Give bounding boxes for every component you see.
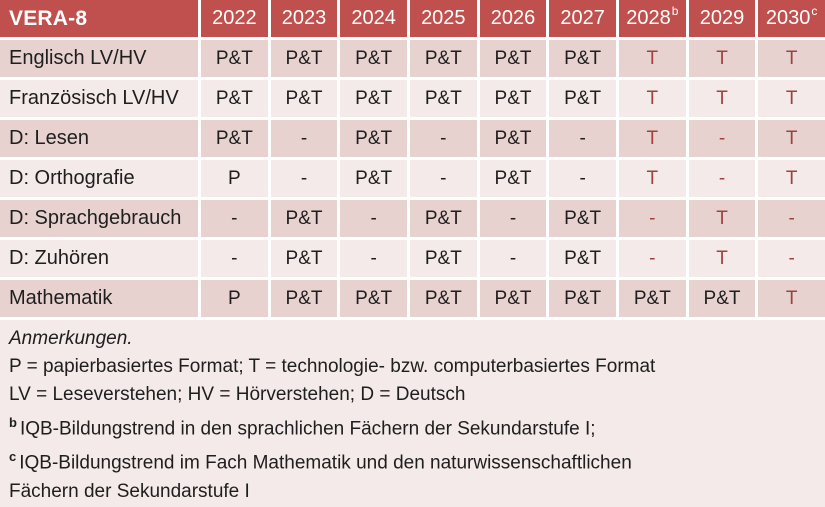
year-superscript: c <box>811 4 818 18</box>
table-cell: T <box>758 120 825 157</box>
table-cell: P&T <box>270 240 338 277</box>
table-cell: - <box>201 200 268 237</box>
year-superscript: b <box>671 4 679 18</box>
table-cell: P&T <box>270 80 338 117</box>
notes-heading: Anmerkungen. <box>9 328 133 349</box>
table-cell: T <box>688 200 756 237</box>
table-cell: T <box>758 80 825 117</box>
year-header-2030: 2030 c <box>758 0 825 37</box>
table-cell: P&T <box>549 240 616 277</box>
table-cell: P&T <box>479 160 547 197</box>
note-format-legend: P = papierbasiertes Format; T = technolo… <box>9 356 656 377</box>
table-cell: T <box>688 80 756 117</box>
table-notes: Anmerkungen. P = papierbasiertes Format;… <box>0 320 825 507</box>
note-abbreviation-legend: LV = Leseverstehen; HV = Hörverstehen; D… <box>9 384 466 405</box>
table-cell: - <box>270 120 338 157</box>
table-cell: - <box>409 120 477 157</box>
row-label: D: Sprachgebrauch <box>0 200 198 237</box>
table-cell: P&T <box>618 280 686 317</box>
table-cell: P <box>201 160 268 197</box>
table-cell: T <box>688 240 756 277</box>
year-header-2028: 2028 b <box>618 0 686 37</box>
table-cell: P&T <box>479 40 547 77</box>
table-cell: - <box>270 160 338 197</box>
year-header-2022: 2022 <box>201 0 268 37</box>
row-label: Englisch LV/HV <box>0 40 198 77</box>
year-header-2026: 2026 <box>479 0 547 37</box>
note-b-text: IQB-Bildungstrend in den sprachlichen Fä… <box>19 418 596 440</box>
table-cell: P&T <box>409 80 477 117</box>
table-cell: P&T <box>201 80 268 117</box>
table-cell: P&T <box>340 280 407 317</box>
table-cell: T <box>618 40 686 77</box>
table-cell: - <box>758 200 825 237</box>
table-title: VERA-8 <box>0 0 198 37</box>
table-cell: T <box>618 120 686 157</box>
note-b: b IQB-Bildungstrend in den sprachlichen F… <box>9 409 816 443</box>
table-cell: - <box>549 120 616 157</box>
table-cell: - <box>479 240 547 277</box>
table-cell: - <box>340 240 407 277</box>
note-c-text: IQB-Bildungstrend im Fach Mathematik und… <box>9 452 632 502</box>
table-cell: - <box>618 200 686 237</box>
year-header-2027: 2027 <box>549 0 616 37</box>
table-cell: P <box>201 280 268 317</box>
table-cell: P&T <box>409 200 477 237</box>
table-cell: P&T <box>340 80 407 117</box>
table-cell: P&T <box>549 80 616 117</box>
table-cell: - <box>340 200 407 237</box>
year-header-2025: 2025 <box>409 0 477 37</box>
table-cell: T <box>618 160 686 197</box>
table-cell: T <box>758 280 825 317</box>
row-label: Mathematik <box>0 280 198 317</box>
table-cell: - <box>201 240 268 277</box>
row-label: D: Zuhören <box>0 240 198 277</box>
row-label: D: Lesen <box>0 120 198 157</box>
table-cell: - <box>479 200 547 237</box>
table-cell: P&T <box>549 40 616 77</box>
table-cell: P&T <box>479 80 547 117</box>
table-cell: P&T <box>549 200 616 237</box>
table-cell: T <box>618 80 686 117</box>
table-cell: P&T <box>409 40 477 77</box>
table-cell: P&T <box>340 40 407 77</box>
table-cell: T <box>758 160 825 197</box>
table-cell: P&T <box>340 160 407 197</box>
table-cell: P&T <box>688 280 756 317</box>
table-cell: P&T <box>201 120 268 157</box>
table-cell: P&T <box>201 40 268 77</box>
table-cell: P&T <box>479 280 547 317</box>
table-cell: P&T <box>270 200 338 237</box>
note-c-superscript: c <box>9 449 17 465</box>
table-cell: P&T <box>549 280 616 317</box>
table-cell: P&T <box>270 280 338 317</box>
table-cell: - <box>758 240 825 277</box>
table-cell: - <box>618 240 686 277</box>
table-cell: - <box>688 120 756 157</box>
table-cell: P&T <box>409 240 477 277</box>
year-header-2029: 2029 <box>688 0 756 37</box>
note-b-superscript: b <box>9 415 17 430</box>
table-cell: T <box>688 40 756 77</box>
table-cell: P&T <box>409 280 477 317</box>
table-cell: - <box>549 160 616 197</box>
year-header-2023: 2023 <box>270 0 338 37</box>
row-label: D: Orthografie <box>0 160 198 197</box>
table-cell: P&T <box>340 120 407 157</box>
table-cell: P&T <box>270 40 338 77</box>
table-cell: P&T <box>479 120 547 157</box>
note-c: c IQB-Bildungstrend im Fach Mathematik un… <box>9 443 669 505</box>
table-cell: T <box>758 40 825 77</box>
table-cell: - <box>409 160 477 197</box>
row-label: Französisch LV/HV <box>0 80 198 117</box>
year-header-2024: 2024 <box>340 0 407 37</box>
vera-table: VERA-8 2022 2023 2024 2025 2026 2027 2028 b 2029… <box>0 0 825 317</box>
table-cell: - <box>688 160 756 197</box>
